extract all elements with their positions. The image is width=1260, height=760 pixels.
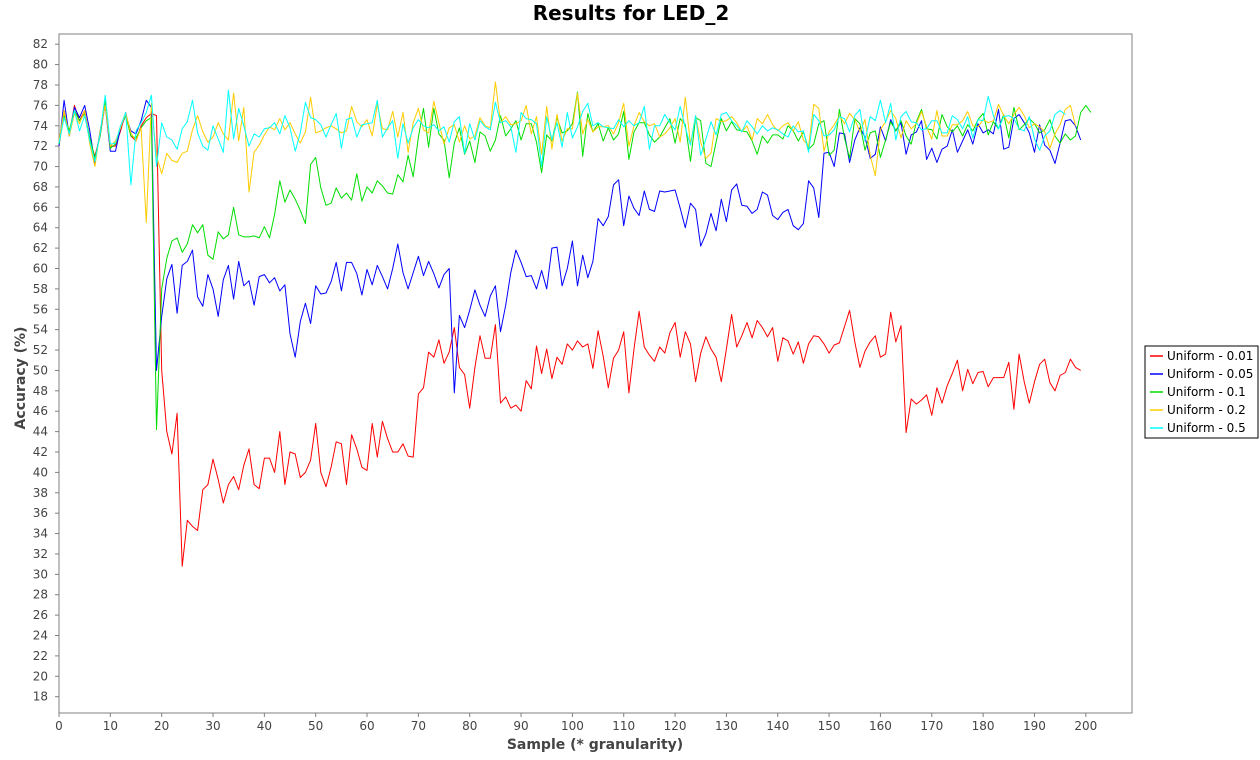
y-tick-label: 32 bbox=[33, 547, 48, 561]
y-tick-label: 54 bbox=[33, 323, 48, 337]
legend-box bbox=[1144, 345, 1259, 439]
y-tick-label: 24 bbox=[33, 629, 48, 643]
x-tick-label: 40 bbox=[257, 719, 272, 733]
y-tick-label: 72 bbox=[33, 139, 48, 153]
y-tick-label: 74 bbox=[33, 119, 48, 133]
y-tick-label: 58 bbox=[33, 282, 48, 296]
y-tick-label: 76 bbox=[33, 98, 48, 112]
x-tick-label: 180 bbox=[972, 719, 995, 733]
x-tick-label: 170 bbox=[920, 719, 943, 733]
y-axis: 18 20 22 24 26 28 30 32 34 36 38 40 42 44 46 48 50 52 54 56… bbox=[33, 37, 59, 704]
y-tick-label: 38 bbox=[33, 486, 48, 500]
x-tick-label: 200 bbox=[1074, 719, 1097, 733]
x-tick-label: 80 bbox=[462, 719, 477, 733]
y-tick-label: 82 bbox=[33, 37, 48, 51]
y-tick-label: 20 bbox=[33, 669, 48, 683]
series-layer bbox=[58, 81, 1092, 567]
x-tick-label: 140 bbox=[766, 719, 789, 733]
y-tick-label: 18 bbox=[33, 690, 48, 704]
y-tick-label: 48 bbox=[33, 384, 48, 398]
y-tick-label: 22 bbox=[33, 649, 48, 663]
x-tick-label: 20 bbox=[154, 719, 169, 733]
y-tick-label: 52 bbox=[33, 343, 48, 357]
series-line-0 bbox=[58, 102, 1081, 567]
legend-item-label: Uniform - 0.2 bbox=[1167, 403, 1246, 417]
y-axis-label: Accuracy (%) bbox=[13, 327, 29, 430]
y-tick-label: 36 bbox=[33, 506, 48, 520]
x-tick-label: 0 bbox=[55, 719, 63, 733]
x-tick-label: 100 bbox=[561, 719, 584, 733]
x-tick-label: 160 bbox=[869, 719, 892, 733]
legend-item-label: Uniform - 0.01 bbox=[1167, 349, 1253, 363]
y-tick-label: 34 bbox=[33, 527, 48, 541]
y-tick-label: 70 bbox=[33, 160, 48, 174]
y-tick-label: 78 bbox=[33, 78, 48, 92]
legend: Uniform - 0.01 Uniform - 0.05 Uniform - 0.… bbox=[1144, 345, 1259, 439]
y-tick-label: 80 bbox=[33, 58, 48, 72]
series-line-4 bbox=[58, 89, 1066, 186]
x-axis: 0 10 20 30 40 50 60 70 80 90 100 110 120 130 140 150 160… bbox=[55, 713, 1097, 733]
y-tick-label: 60 bbox=[33, 261, 48, 275]
y-tick-label: 62 bbox=[33, 241, 48, 255]
x-tick-label: 50 bbox=[308, 719, 323, 733]
x-tick-label: 130 bbox=[715, 719, 738, 733]
x-tick-label: 10 bbox=[103, 719, 118, 733]
series-line-1 bbox=[58, 99, 1082, 394]
x-tick-label: 90 bbox=[513, 719, 528, 733]
y-tick-label: 28 bbox=[33, 588, 48, 602]
legend-item-label: Uniform - 0.05 bbox=[1167, 367, 1253, 381]
y-tick-label: 50 bbox=[33, 363, 48, 377]
y-tick-label: 40 bbox=[33, 465, 48, 479]
plot-area bbox=[58, 33, 1133, 714]
y-tick-label: 46 bbox=[33, 404, 48, 418]
y-tick-label: 44 bbox=[33, 425, 48, 439]
y-tick-label: 30 bbox=[33, 567, 48, 581]
legend-item-label: Uniform - 0.1 bbox=[1167, 385, 1246, 399]
x-tick-label: 60 bbox=[359, 719, 374, 733]
y-tick-label: 66 bbox=[33, 200, 48, 214]
x-tick-label: 30 bbox=[205, 719, 220, 733]
legend-item-label: Uniform - 0.5 bbox=[1167, 421, 1246, 435]
x-tick-label: 70 bbox=[411, 719, 426, 733]
y-tick-label: 56 bbox=[33, 302, 48, 316]
x-tick-label: 190 bbox=[1023, 719, 1046, 733]
chart-title: Results for LED_2 bbox=[533, 1, 730, 25]
x-axis-label: Sample (* granularity) bbox=[507, 737, 683, 753]
x-tick-label: 120 bbox=[664, 719, 687, 733]
series-line-3 bbox=[58, 81, 1076, 224]
y-tick-label: 64 bbox=[33, 221, 48, 235]
y-tick-label: 26 bbox=[33, 608, 48, 622]
x-tick-label: 110 bbox=[612, 719, 635, 733]
x-tick-label: 150 bbox=[818, 719, 841, 733]
y-tick-label: 42 bbox=[33, 445, 48, 459]
y-tick-label: 68 bbox=[33, 180, 48, 194]
